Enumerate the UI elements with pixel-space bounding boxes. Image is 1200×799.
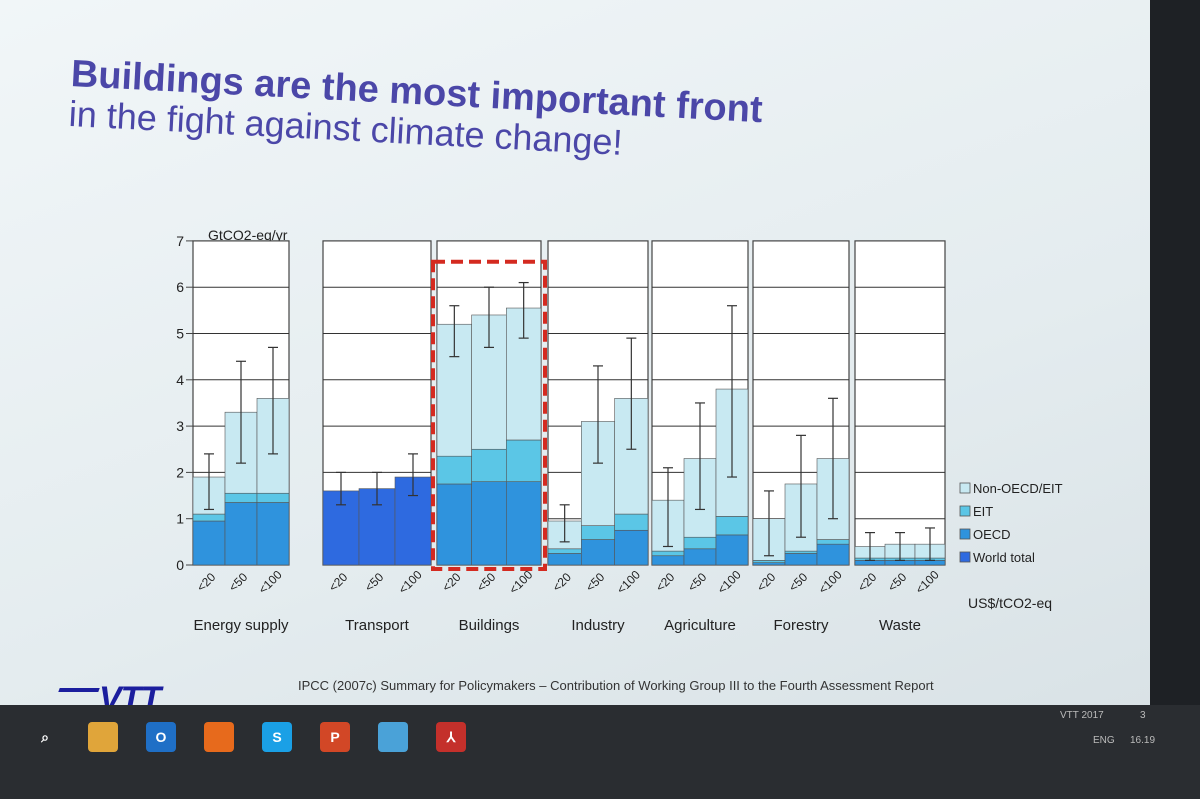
bar-eit — [816, 539, 850, 545]
sector-label: Waste — [879, 617, 921, 634]
y-tick-label: 6 — [176, 279, 184, 295]
bar-oecd — [816, 543, 850, 566]
bar-eit — [192, 513, 226, 522]
price-tick-label: <100 — [614, 567, 643, 596]
sector-label: Agriculture — [664, 617, 736, 634]
source-citation: IPCC (2007c) Summary for Policymakers – … — [298, 678, 934, 693]
price-tick-label: <50 — [474, 570, 499, 595]
bar-oecd — [581, 539, 615, 566]
bar-eit — [256, 492, 290, 503]
price-tick-label: <20 — [550, 570, 575, 595]
bar-eit — [614, 513, 649, 531]
photos-icon[interactable] — [378, 722, 408, 752]
bar-eit — [715, 516, 749, 536]
price-tick-label: <100 — [913, 567, 942, 596]
y-tick-label: 0 — [176, 557, 184, 573]
sector-label: Transport — [345, 617, 409, 634]
bar-oecd — [506, 481, 542, 566]
bar-eit — [506, 439, 542, 482]
clock[interactable]: 16.19 — [1130, 735, 1156, 746]
footer-brand: VTT 2017 — [1060, 710, 1104, 721]
price-tick-label: <50 — [885, 570, 910, 595]
legend-oecd-swatch — [959, 528, 971, 540]
powerpoint-icon[interactable]: P — [320, 722, 350, 752]
legend-non-oecd-swatch — [959, 482, 971, 494]
bar-eit — [224, 492, 258, 503]
price-tick-label: <20 — [194, 570, 219, 595]
price-tick-label: <50 — [685, 570, 710, 595]
bar-eit — [547, 548, 582, 554]
y-tick-label: 3 — [176, 418, 184, 434]
screen-frame — [1150, 0, 1200, 720]
bar-eit — [784, 550, 818, 554]
bar-oecd — [256, 502, 290, 566]
bar-oecd — [436, 483, 472, 566]
price-tick-label: <100 — [506, 567, 535, 596]
bar-eit — [752, 560, 786, 563]
legend-world-total-label: World total — [973, 550, 1035, 565]
y-tick-label: 1 — [176, 511, 184, 527]
price-tick-label: <20 — [326, 570, 351, 595]
legend-eit-label: EIT — [973, 504, 993, 519]
outlook-icon[interactable]: O — [146, 722, 176, 752]
bar-oecd — [752, 562, 786, 566]
sector-label: Energy supply — [193, 617, 289, 634]
bar-oecd — [854, 560, 886, 566]
price-tick-label: <100 — [715, 567, 744, 596]
bar-eit — [436, 455, 472, 485]
y-tick-label: 5 — [176, 326, 184, 342]
price-tick-label: <50 — [786, 570, 811, 595]
price-tick-label: <100 — [816, 567, 845, 596]
file-explorer-icon[interactable] — [88, 722, 118, 752]
taskbar — [0, 705, 1200, 799]
price-tick-label: <20 — [653, 570, 678, 595]
bar-oecd — [651, 555, 685, 566]
presentation-slide: Buildings are the most important front i… — [0, 0, 1150, 718]
sector-label: Forestry — [773, 617, 829, 634]
bar-oecd — [715, 534, 749, 566]
firefox-icon[interactable] — [204, 722, 234, 752]
language-indicator[interactable]: ENG — [1093, 735, 1115, 746]
highlight-box — [431, 259, 547, 571]
bar-oecd — [683, 548, 717, 566]
price-tick-label: <20 — [754, 570, 779, 595]
search-icon[interactable]: ⌕ — [41, 728, 49, 745]
sector-panel — [854, 240, 946, 566]
y-tick-label: 2 — [176, 464, 184, 480]
legend-eit-swatch — [959, 505, 971, 517]
bar-eit — [651, 550, 685, 557]
bar-oecd — [547, 553, 582, 566]
price-tick-label: <20 — [439, 570, 464, 595]
bar-oecd — [884, 560, 916, 566]
sector-label: Industry — [571, 617, 625, 634]
legend-world-total-swatch — [959, 551, 971, 563]
legend-oecd-label: OECD — [973, 527, 1011, 542]
price-tick-label: <50 — [362, 570, 387, 595]
y-axis-label: GtCO2-eq/yr — [208, 227, 288, 243]
y-tick-label: 7 — [176, 233, 184, 249]
y-tick-label: 4 — [176, 372, 184, 388]
bar-oecd — [192, 520, 226, 566]
price-tick-label: <50 — [583, 570, 608, 595]
bar-eit — [683, 536, 717, 550]
price-tick-label: <50 — [226, 570, 251, 595]
price-tick-label: <20 — [855, 570, 880, 595]
bar-eit — [471, 448, 507, 482]
bar-eit — [581, 525, 615, 540]
bar-oecd — [914, 560, 946, 566]
price-tick-label: <100 — [256, 567, 285, 596]
acrobat-icon[interactable]: ⅄ — [436, 722, 466, 752]
sector-label: Buildings — [459, 617, 520, 634]
price-tick-label: <100 — [396, 567, 425, 596]
page-number: 3 — [1140, 710, 1146, 721]
bar-oecd — [614, 529, 649, 566]
bar-oecd — [224, 502, 258, 566]
skype-icon[interactable]: S — [262, 722, 292, 752]
bar-oecd — [784, 553, 818, 566]
bar-oecd — [471, 481, 507, 566]
legend-non-oecd-label: Non-OECD/EIT — [973, 481, 1063, 496]
x-axis-label: US$/tCO2-eq — [968, 595, 1052, 611]
